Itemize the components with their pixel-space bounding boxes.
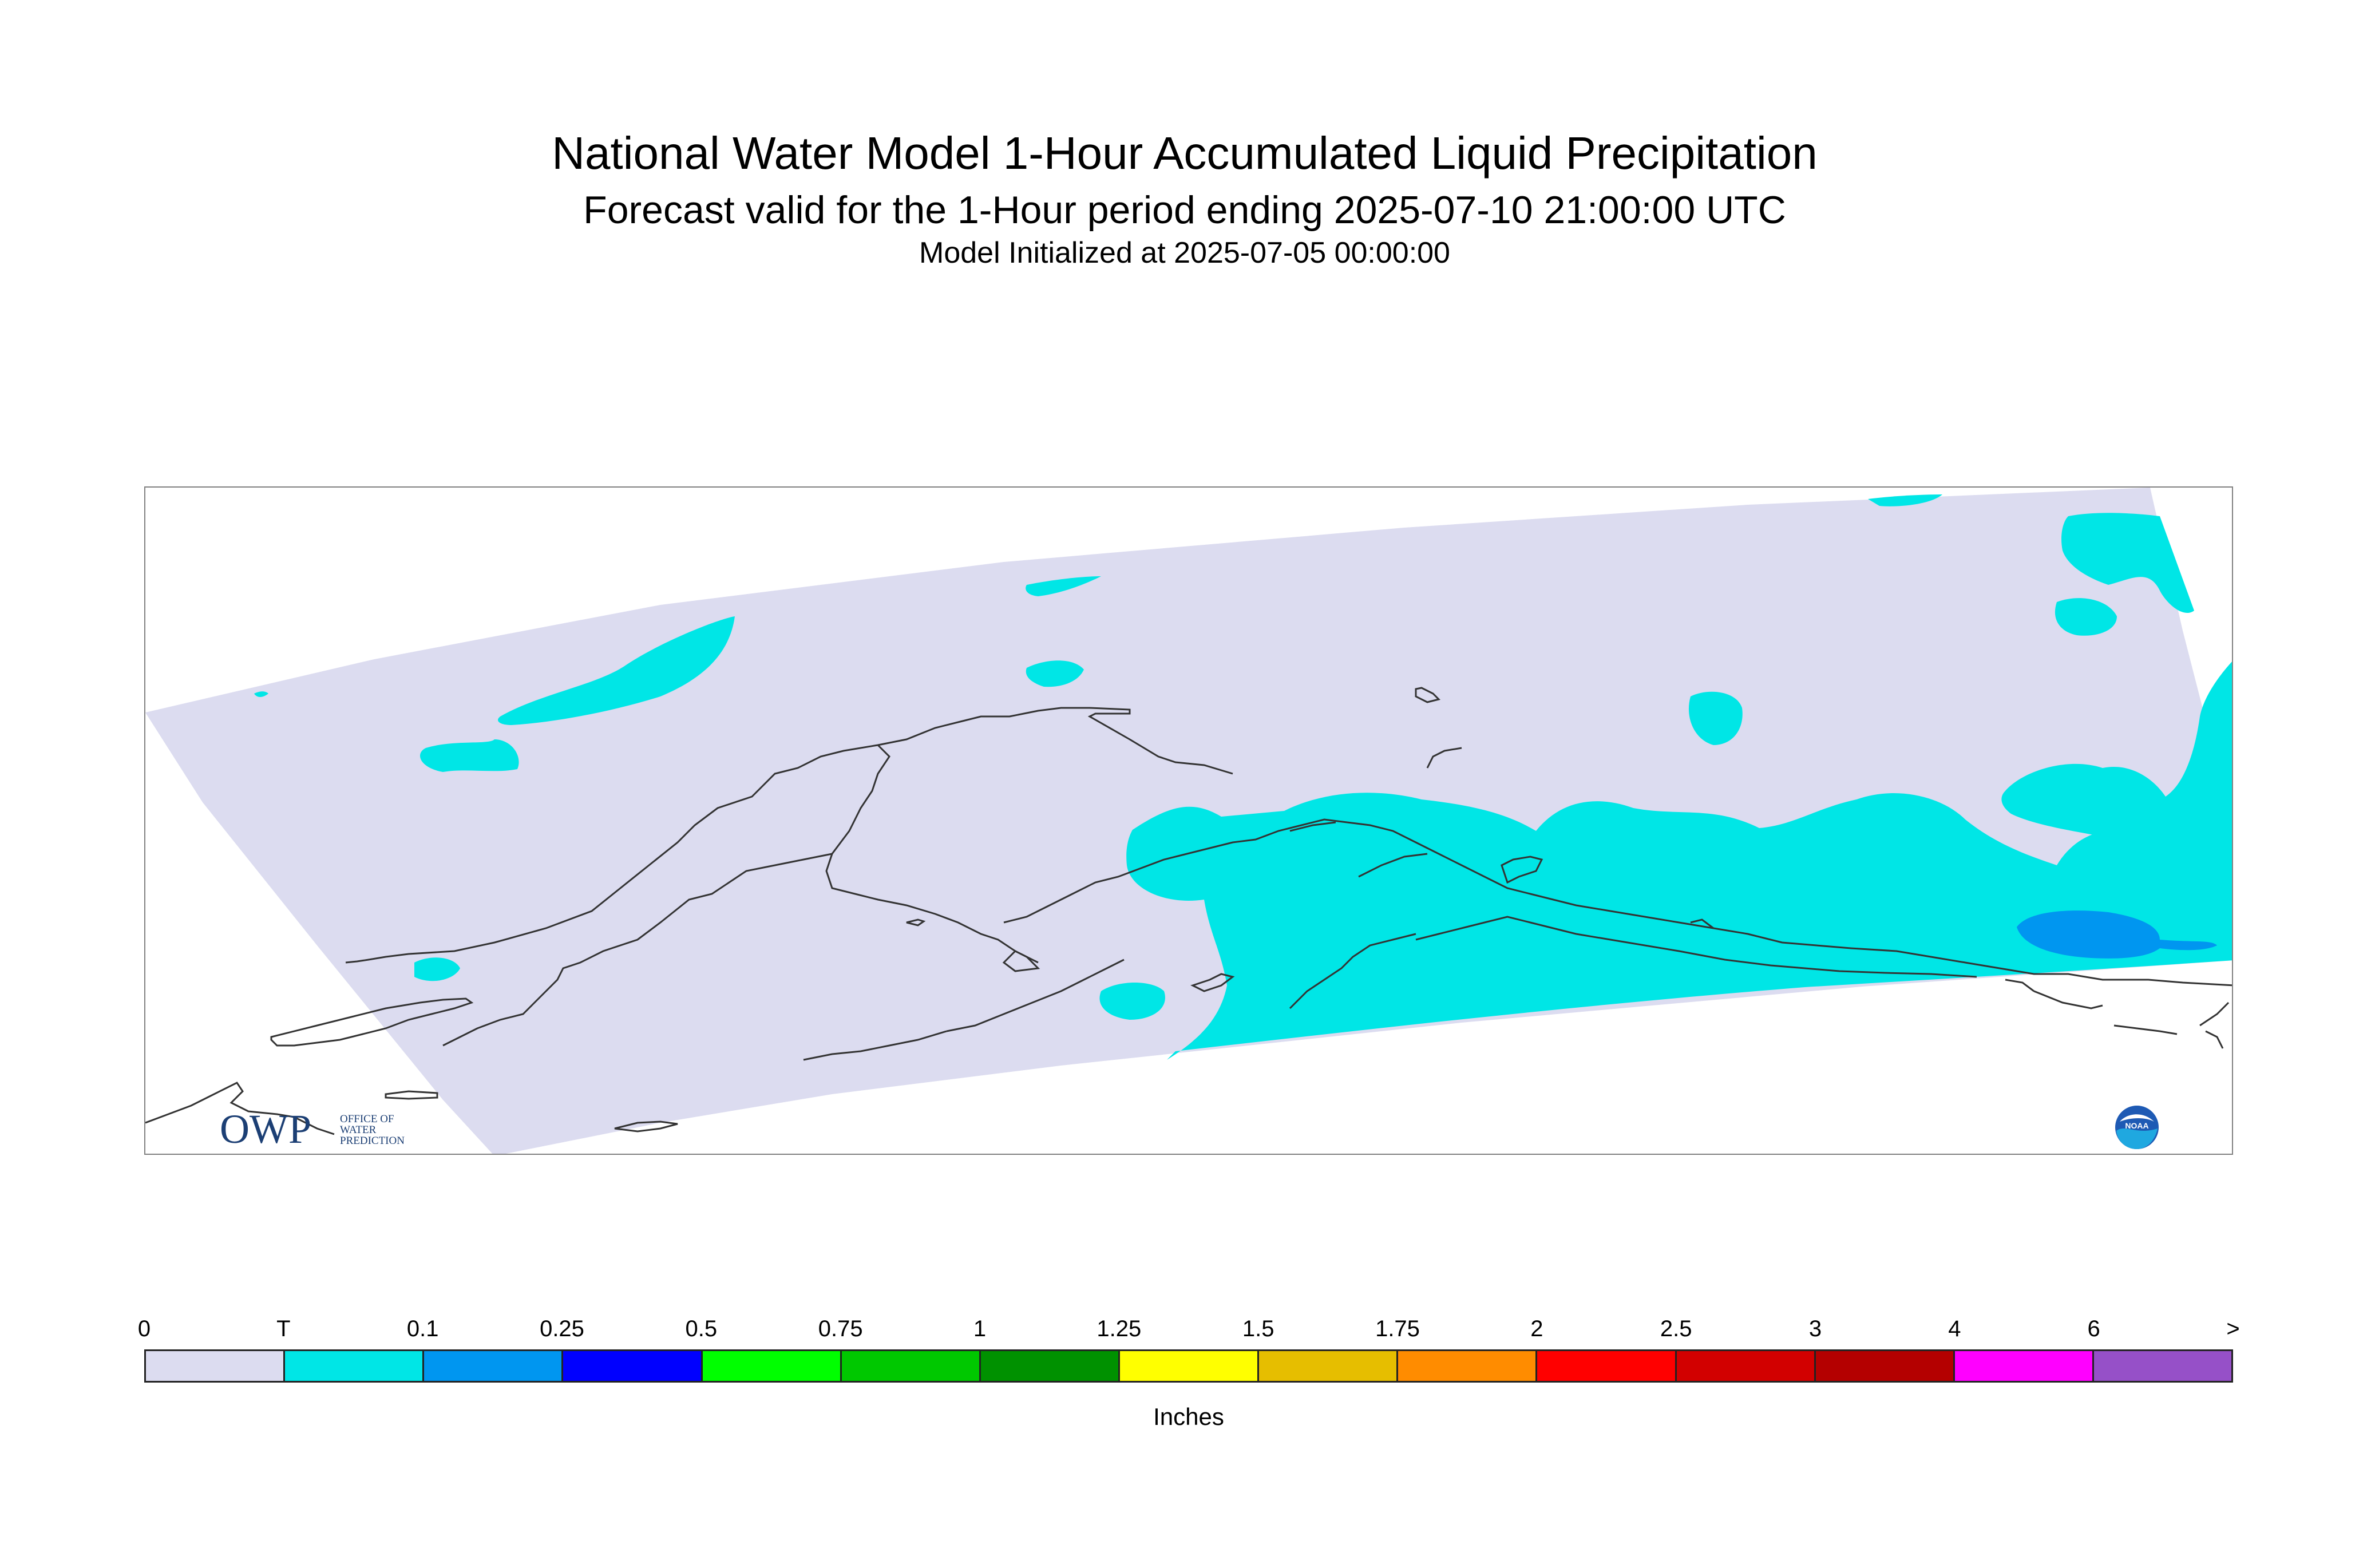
legend-swatch	[1537, 1351, 1677, 1381]
precip-trace-area	[2055, 598, 2117, 636]
owp-logo: OWP OFFICE OF WATER PREDICTION	[220, 1106, 405, 1153]
legend-swatch	[424, 1351, 564, 1381]
map-panel: OWP OFFICE OF WATER PREDICTION NOAA	[144, 486, 2233, 1155]
legend-tick-label: 4	[1948, 1316, 1961, 1341]
legend-tick-label: 1	[973, 1316, 987, 1341]
map-subtitle: Forecast valid for the 1-Hour period end…	[583, 188, 1786, 232]
legend-swatch	[2093, 1351, 2232, 1381]
model-init-time: Model Initialized at 2025-07-05 00:00:00	[919, 236, 1450, 270]
legend-tick-label: T	[276, 1316, 291, 1341]
legend-tick-label: 0.1	[406, 1316, 439, 1341]
precip-trace-area	[420, 739, 519, 772]
precip-trace-area	[414, 957, 460, 981]
coastlines	[145, 687, 2232, 1135]
precip-trace-area	[2061, 513, 2194, 613]
precip-trace-area	[1688, 691, 1743, 745]
legend-tick-label: 1.75	[1375, 1316, 1420, 1341]
owp-tag-line: OFFICE OF	[340, 1113, 394, 1125]
precip-trace-area	[1868, 494, 1942, 506]
precipitation-map	[145, 488, 2232, 1154]
legend-tick-label: >	[2226, 1316, 2240, 1341]
legend-swatch	[1259, 1351, 1399, 1381]
legend-swatch	[980, 1351, 1120, 1381]
precip-trace-area	[254, 691, 268, 697]
color-legend: 0 T 0.1 0.25 0.5 0.75 1 1.25 1.5 1.75 2 2.5 3 4 6 > Inc…	[138, 1310, 2240, 1431]
legend-color-bar	[144, 1349, 2233, 1383]
precip-light-area	[2017, 910, 2217, 959]
legend-swatch	[1954, 1351, 2094, 1381]
map-title: National Water Model 1-Hour Accumulated …	[552, 128, 1818, 179]
precip-trace-area	[1026, 660, 1084, 687]
legend-tick-labels: 0 T 0.1 0.25 0.5 0.75 1 1.25 1.5 1.75 2 2.5 3 4 6 >	[138, 1310, 2240, 1345]
legend-tick-label: 0.25	[540, 1316, 584, 1341]
legend-swatch	[841, 1351, 981, 1381]
legend-tick-label: 2	[1530, 1316, 1543, 1341]
precip-trace-area	[2001, 662, 2232, 884]
owp-tag-line: WATER	[340, 1124, 377, 1136]
legend-tick-label: 0.5	[685, 1316, 718, 1341]
legend-tick-label: 6	[2087, 1316, 2100, 1341]
noaa-logo-text: NOAA	[2125, 1121, 2148, 1130]
legend-swatch	[1398, 1351, 1538, 1381]
legend-tick-label: 1.25	[1097, 1316, 1142, 1341]
legend-units-label: Inches	[1153, 1403, 1224, 1430]
noaa-logo: NOAA	[2115, 1106, 2159, 1149]
legend-tick-label: 1.5	[1242, 1316, 1274, 1341]
legend-swatch	[1119, 1351, 1260, 1381]
legend-tick-label: 0.75	[818, 1316, 863, 1341]
legend-tick-label: 0	[137, 1316, 151, 1341]
legend-swatch	[1815, 1351, 1955, 1381]
owp-tag-line: PREDICTION	[340, 1135, 405, 1147]
precip-trace-area	[1026, 576, 1101, 596]
legend-tick-label: 3	[1808, 1316, 1822, 1341]
legend-swatch	[146, 1351, 286, 1381]
owp-logo-letters: OWP	[220, 1106, 311, 1152]
precip-trace-area	[1126, 793, 2232, 1060]
legend-tick-label: 2.5	[1660, 1316, 1692, 1341]
precip-trace-area	[1099, 983, 1165, 1020]
legend-swatch	[285, 1351, 425, 1381]
legend-swatch	[702, 1351, 842, 1381]
precip-trace-area	[498, 616, 735, 725]
legend-swatch	[1676, 1351, 1816, 1381]
owp-logo-tagline: OFFICE OF WATER PREDICTION	[340, 1114, 454, 1146]
legend-swatch	[563, 1351, 703, 1381]
